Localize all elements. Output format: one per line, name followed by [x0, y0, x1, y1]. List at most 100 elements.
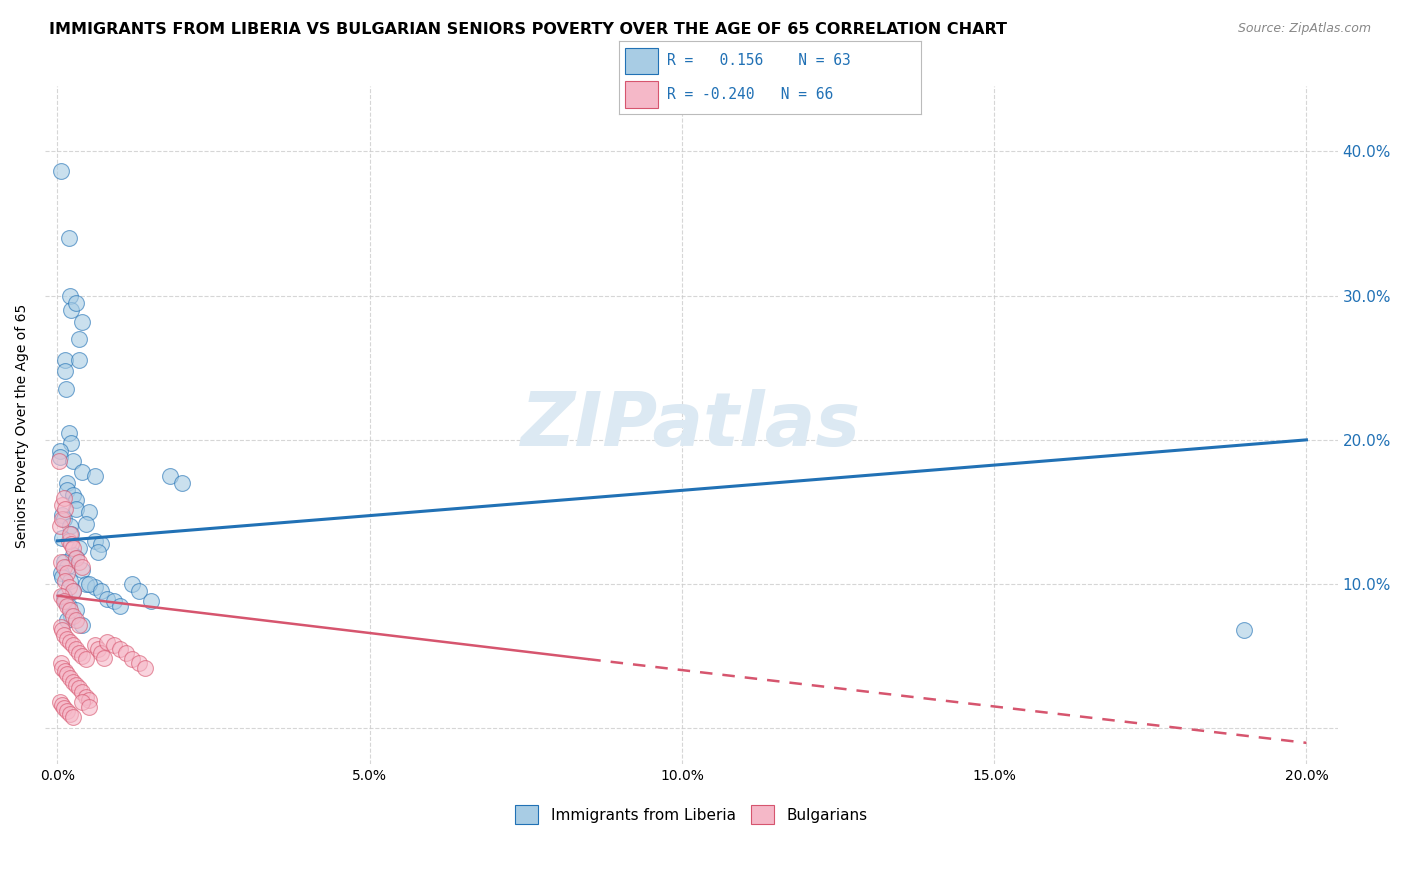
Point [60, 608, 83, 623]
Bar [624, 47, 658, 74]
Point [53, 363, 76, 377]
Point [58, 533, 80, 548]
Point [56, 483, 79, 498]
Point [67, 681, 90, 695]
Point [65, 603, 87, 617]
Point [75, 690, 97, 704]
Point [58, 580, 80, 594]
Point [84, 533, 107, 548]
Point [49, 657, 72, 671]
Point [52, 594, 75, 608]
Legend: Immigrants from Liberia, Bulgarians: Immigrants from Liberia, Bulgarians [508, 797, 875, 831]
Point [72, 563, 94, 577]
Point [77, 699, 100, 714]
Point [67, 556, 90, 570]
Point [56, 613, 79, 627]
Point [51, 512, 73, 526]
Point [84, 638, 107, 652]
Text: Source: ZipAtlas.com: Source: ZipAtlas.com [1237, 22, 1371, 36]
Point [56, 599, 79, 613]
Point [65, 493, 87, 508]
Point [62, 488, 84, 502]
Text: IMMIGRANTS FROM LIBERIA VS BULGARIAN SENIORS POVERTY OVER THE AGE OF 65 CORRELAT: IMMIGRANTS FROM LIBERIA VS BULGARIAN SEN… [49, 22, 1007, 37]
Point [58, 231, 80, 245]
Point [59, 635, 82, 649]
Point [87, 642, 110, 657]
Point [134, 661, 156, 675]
Point [51, 624, 73, 638]
Point [52, 491, 75, 505]
Point [65, 678, 87, 692]
Point [59, 671, 82, 685]
Point [67, 646, 90, 660]
Point [72, 649, 94, 664]
Point [75, 516, 97, 531]
Point [72, 465, 94, 479]
Point [53, 502, 76, 516]
Bar [624, 81, 658, 108]
Point [65, 551, 87, 566]
Point [51, 570, 73, 584]
Point [52, 512, 75, 526]
Point [65, 642, 87, 657]
Point [128, 657, 150, 671]
Point [62, 584, 84, 599]
Point [67, 617, 90, 632]
Text: R =   0.156    N = 63: R = 0.156 N = 63 [666, 54, 851, 69]
Point [52, 701, 75, 715]
Point [53, 353, 76, 368]
Point [49, 444, 72, 458]
Point [49, 450, 72, 465]
Point [52, 556, 75, 570]
Point [49, 566, 72, 580]
Point [62, 584, 84, 599]
Point [53, 574, 76, 589]
Point [60, 526, 83, 541]
Point [115, 646, 138, 660]
Y-axis label: Seniors Poverty Over the Age of 65: Seniors Poverty Over the Age of 65 [15, 303, 30, 548]
Point [90, 537, 112, 551]
Point [159, 469, 181, 483]
Point [59, 519, 82, 533]
Point [56, 476, 79, 491]
Point [72, 685, 94, 699]
Point [72, 617, 94, 632]
Point [65, 295, 87, 310]
Point [96, 591, 118, 606]
Point [49, 695, 72, 709]
Point [55, 382, 77, 396]
Point [48, 454, 70, 468]
Point [51, 508, 73, 522]
Point [65, 551, 87, 566]
Point [59, 288, 82, 302]
Point [1233, 624, 1256, 638]
Point [59, 526, 82, 541]
Point [128, 584, 150, 599]
Text: R = -0.240   N = 66: R = -0.240 N = 66 [666, 87, 834, 102]
Point [53, 594, 76, 608]
Point [77, 577, 100, 591]
Point [93, 650, 115, 665]
Point [51, 531, 73, 545]
Point [56, 666, 79, 681]
Point [72, 314, 94, 328]
Point [51, 661, 73, 675]
Point [59, 706, 82, 721]
Point [72, 695, 94, 709]
Point [62, 454, 84, 468]
Point [52, 559, 75, 574]
Point [87, 545, 110, 559]
Point [139, 594, 162, 608]
Point [62, 638, 84, 652]
Point [49, 164, 72, 178]
Point [108, 599, 131, 613]
Point [56, 632, 79, 646]
Point [56, 559, 79, 574]
Point [62, 710, 84, 724]
Point [75, 652, 97, 666]
Point [62, 541, 84, 555]
Point [108, 642, 131, 657]
Point [49, 620, 72, 634]
Point [121, 577, 143, 591]
Point [59, 603, 82, 617]
